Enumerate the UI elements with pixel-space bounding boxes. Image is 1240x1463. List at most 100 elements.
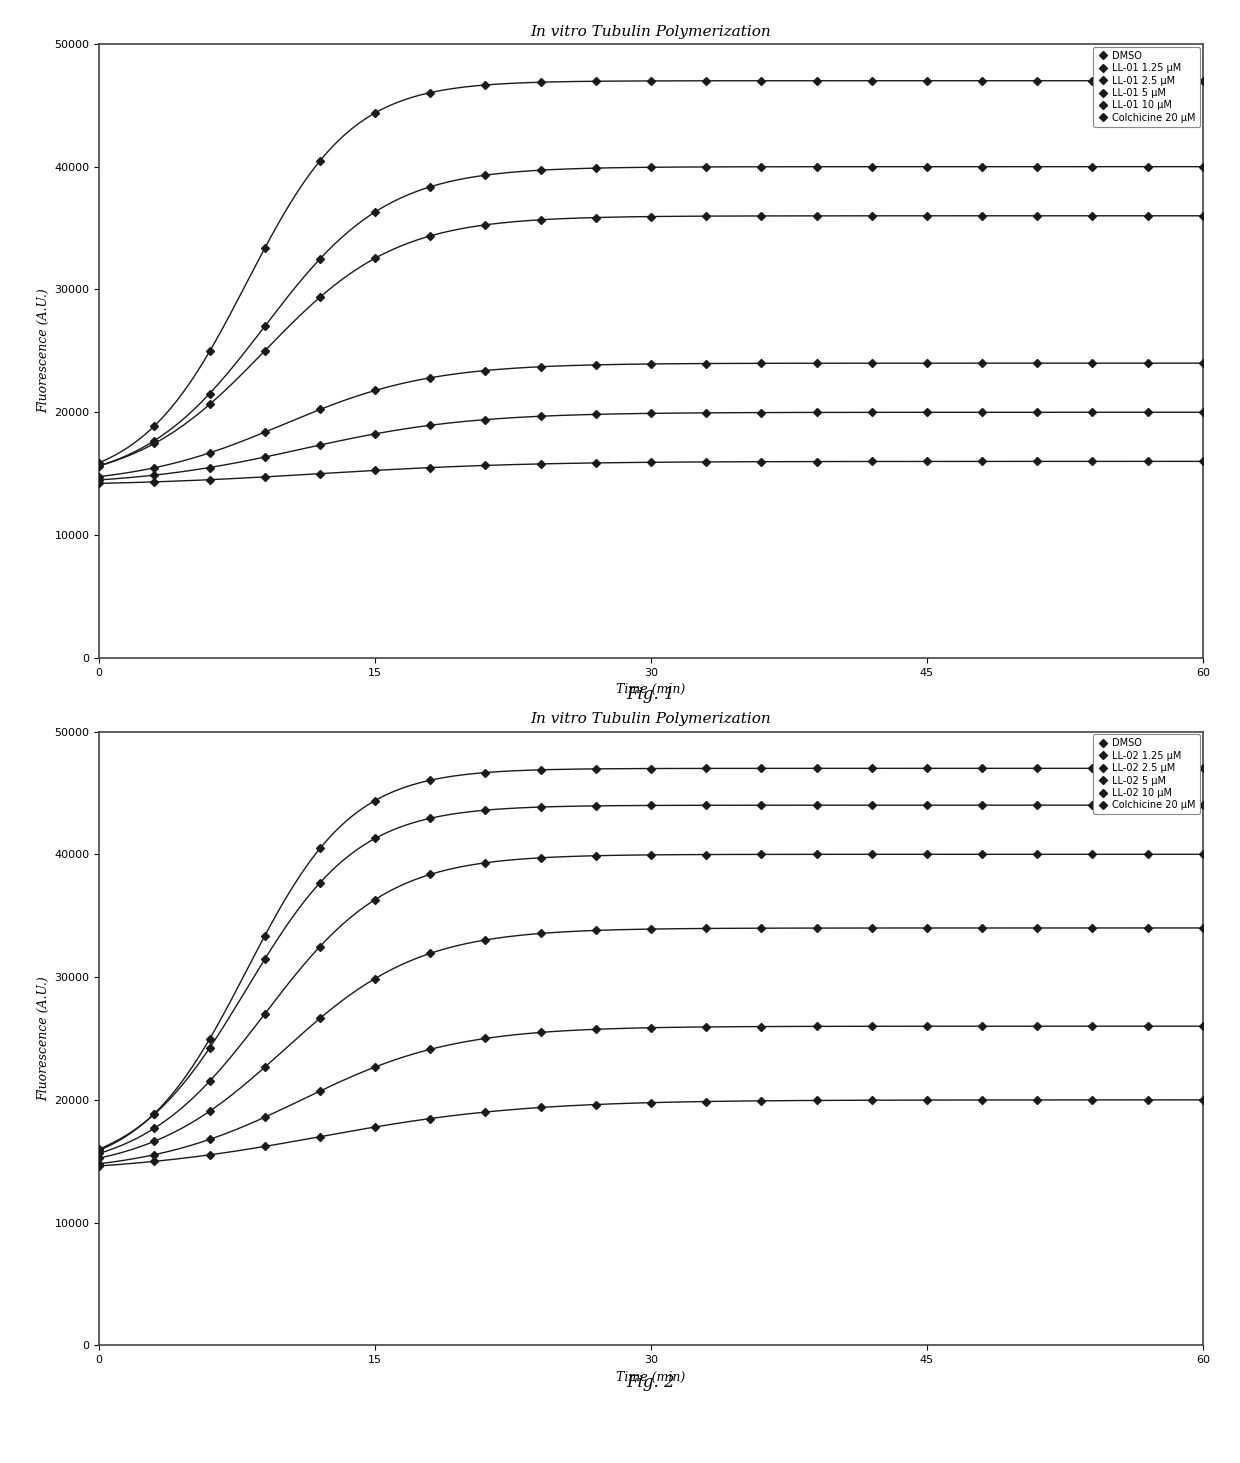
Colchicine 20 μM [477, 1103, 492, 1121]
LL-01 10 μM [975, 404, 990, 421]
DMSO [1195, 759, 1210, 777]
LL-02 2.5 μM [423, 866, 438, 884]
LL-02 2.5 μM [146, 1119, 161, 1137]
LL-01 5 μM [699, 354, 714, 372]
DMSO [367, 791, 382, 809]
LL-01 5 μM [533, 358, 548, 376]
DMSO [699, 759, 714, 777]
LL-01 1.25 μM [588, 159, 603, 177]
LL-01 10 μM [423, 417, 438, 435]
Line: Colchicine 20 μM: Colchicine 20 μM [97, 458, 1205, 486]
DMSO [1085, 72, 1100, 89]
LL-01 5 μM [477, 361, 492, 379]
LL-01 10 μM [1029, 404, 1044, 421]
LL-02 1.25 μM [864, 796, 879, 813]
LL-02 1.25 μM [754, 796, 769, 813]
LL-01 10 μM [533, 408, 548, 426]
LL-01 1.25 μM [1085, 158, 1100, 176]
LL-01 10 μM [864, 404, 879, 421]
LL-01 1.25 μM [257, 317, 272, 335]
LL-01 5 μM [754, 354, 769, 372]
LL-01 2.5 μM [1029, 208, 1044, 225]
DMSO [533, 73, 548, 91]
LL-02 10 μM [864, 1017, 879, 1034]
LL-01 2.5 μM [92, 456, 107, 474]
Colchicine 20 μM [312, 1128, 327, 1146]
Line: LL-01 5 μM: LL-01 5 μM [97, 360, 1205, 480]
DMSO [257, 240, 272, 257]
LL-02 2.5 μM [754, 846, 769, 863]
DMSO [312, 840, 327, 857]
Colchicine 20 μM [975, 452, 990, 470]
LL-01 5 μM [588, 356, 603, 373]
Colchicine 20 μM [1085, 1091, 1100, 1109]
Colchicine 20 μM [699, 1093, 714, 1110]
LL-02 2.5 μM [975, 846, 990, 863]
LL-01 1.25 μM [92, 456, 107, 474]
DMSO [808, 759, 823, 777]
LL-02 10 μM [588, 1021, 603, 1039]
Colchicine 20 μM [754, 454, 769, 471]
LL-01 10 μM [588, 405, 603, 423]
LL-01 2.5 μM [644, 208, 658, 225]
DMSO [754, 72, 769, 89]
Colchicine 20 μM [533, 455, 548, 473]
DMSO [808, 72, 823, 89]
DMSO [533, 761, 548, 778]
Line: LL-01 2.5 μM: LL-01 2.5 μM [97, 214, 1205, 468]
LL-01 10 μM [92, 471, 107, 489]
LL-02 5 μM [644, 920, 658, 938]
LL-02 10 μM [146, 1146, 161, 1163]
LL-02 2.5 μM [1085, 846, 1100, 863]
LL-02 10 μM [257, 1109, 272, 1127]
LL-01 1.25 μM [312, 250, 327, 268]
DMSO [92, 454, 107, 471]
Colchicine 20 μM [588, 1096, 603, 1113]
Colchicine 20 μM [1140, 452, 1154, 470]
Colchicine 20 μM [975, 1091, 990, 1109]
LL-02 1.25 μM [257, 951, 272, 969]
LL-02 5 μM [1195, 919, 1210, 936]
LL-02 1.25 μM [146, 1106, 161, 1124]
Colchicine 20 μM [1140, 1091, 1154, 1109]
Colchicine 20 μM [257, 468, 272, 486]
LL-02 1.25 μM [975, 796, 990, 813]
LL-01 1.25 μM [1029, 158, 1044, 176]
Colchicine 20 μM [1085, 452, 1100, 470]
LL-01 2.5 μM [808, 208, 823, 225]
LL-01 1.25 μM [423, 178, 438, 196]
LL-01 1.25 μM [919, 158, 935, 176]
Line: DMSO: DMSO [97, 78, 1205, 465]
DMSO [146, 1105, 161, 1122]
LL-01 10 μM [919, 404, 935, 421]
LL-01 2.5 μM [754, 208, 769, 225]
LL-01 10 μM [1085, 404, 1100, 421]
Colchicine 20 μM [257, 1138, 272, 1156]
Line: LL-02 2.5 μM: LL-02 2.5 μM [97, 851, 1205, 1156]
DMSO [864, 759, 879, 777]
LL-02 5 μM [533, 925, 548, 942]
LL-02 2.5 μM [257, 1005, 272, 1023]
LL-01 5 μM [1029, 354, 1044, 372]
Line: LL-01 10 μM: LL-01 10 μM [97, 410, 1205, 483]
LL-01 5 μM [1140, 354, 1154, 372]
DMSO [423, 83, 438, 101]
Line: LL-02 5 μM: LL-02 5 μM [97, 925, 1205, 1160]
LL-01 2.5 μM [312, 288, 327, 306]
LL-02 1.25 μM [1140, 796, 1154, 813]
LL-02 1.25 μM [588, 797, 603, 815]
LL-01 5 μM [312, 401, 327, 418]
LL-01 10 μM [367, 426, 382, 443]
Y-axis label: Fluorescence (A.U.): Fluorescence (A.U.) [37, 288, 50, 413]
Title: In vitro Tubulin Polymerization: In vitro Tubulin Polymerization [531, 25, 771, 38]
Colchicine 20 μM [919, 452, 935, 470]
LL-01 1.25 μM [754, 158, 769, 176]
DMSO [975, 72, 990, 89]
LL-01 10 μM [1195, 404, 1210, 421]
LL-01 5 μM [975, 354, 990, 372]
Colchicine 20 μM [808, 1091, 823, 1109]
LL-02 2.5 μM [808, 846, 823, 863]
LL-01 1.25 μM [975, 158, 990, 176]
Colchicine 20 μM [423, 1110, 438, 1128]
Colchicine 20 μM [588, 454, 603, 471]
